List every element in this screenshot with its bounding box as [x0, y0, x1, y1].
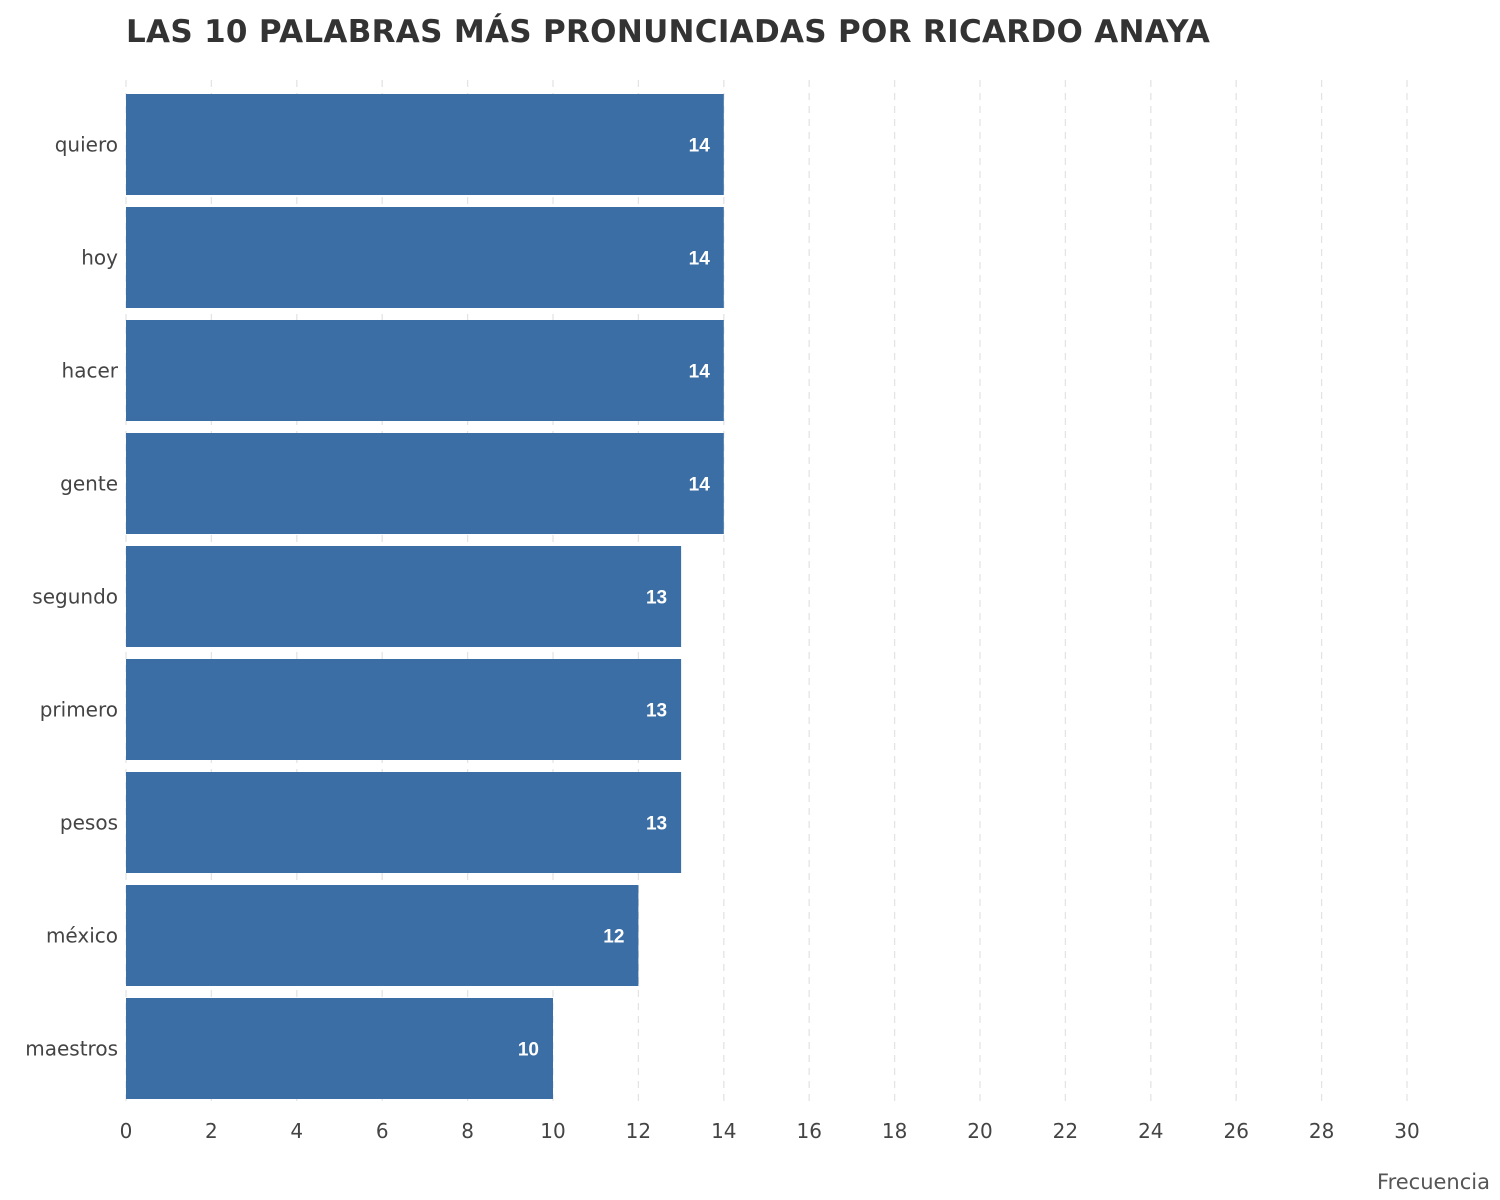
x-tick-label: 8: [461, 1119, 474, 1143]
bar: [126, 94, 724, 195]
category-label: maestros: [25, 1037, 118, 1061]
x-axis-label: Frecuencia: [1377, 1170, 1490, 1194]
x-tick-label: 4: [290, 1119, 303, 1143]
bar: [126, 320, 724, 421]
x-tick-label: 12: [626, 1119, 651, 1143]
x-tick-label: 24: [1138, 1119, 1163, 1143]
category-label: hoy: [81, 246, 118, 270]
bar-value-label: 13: [646, 701, 667, 722]
x-tick-label: 18: [882, 1119, 907, 1143]
x-axis-ticks: 0 2 4 6 8 10 12 14 16 18 20 22 24 26 28 30: [120, 1119, 1420, 1143]
bar: [126, 885, 639, 986]
category-label: quiero: [55, 133, 118, 157]
bar-value-label: 10: [518, 1040, 539, 1061]
bar-value-label: 13: [646, 588, 667, 609]
x-tick-label: 26: [1223, 1119, 1248, 1143]
bar-value-label: 12: [603, 927, 624, 948]
bar-value-label: 14: [689, 475, 711, 496]
x-tick-label: 2: [205, 1119, 218, 1143]
bar: [126, 772, 682, 873]
bar: [126, 998, 553, 1099]
x-tick-label: 6: [376, 1119, 389, 1143]
bar: [126, 546, 682, 647]
x-tick-label: 22: [1053, 1119, 1078, 1143]
chart-title: LAS 10 PALABRAS MÁS PRONUNCIADAS POR RIC…: [126, 14, 1211, 50]
x-tick-label: 10: [540, 1119, 565, 1143]
x-tick-label: 14: [711, 1119, 736, 1143]
x-tick-label: 28: [1309, 1119, 1334, 1143]
bar: [126, 207, 724, 308]
bar: [126, 659, 682, 760]
category-label: segundo: [32, 585, 118, 609]
x-tick-label: 0: [120, 1119, 133, 1143]
category-label: gente: [60, 472, 118, 496]
x-tick-label: 20: [967, 1119, 992, 1143]
category-labels: quiero hoy hacer gente segundo primero pesos mé…: [25, 133, 119, 1061]
bar-value-label: 14: [689, 249, 711, 270]
x-tick-label: 30: [1394, 1119, 1419, 1143]
bars: 14 14 14 14 13 13 13 12 10: [126, 94, 724, 1099]
bar-value-label: 14: [689, 136, 711, 157]
category-label: primero: [40, 698, 118, 722]
category-label: hacer: [62, 359, 119, 383]
bar: [126, 433, 724, 534]
bar-value-label: 14: [689, 362, 711, 383]
category-label: méxico: [46, 924, 118, 948]
bar-value-label: 13: [646, 814, 667, 835]
category-label: pesos: [60, 811, 118, 835]
x-tick-label: 16: [796, 1119, 821, 1143]
